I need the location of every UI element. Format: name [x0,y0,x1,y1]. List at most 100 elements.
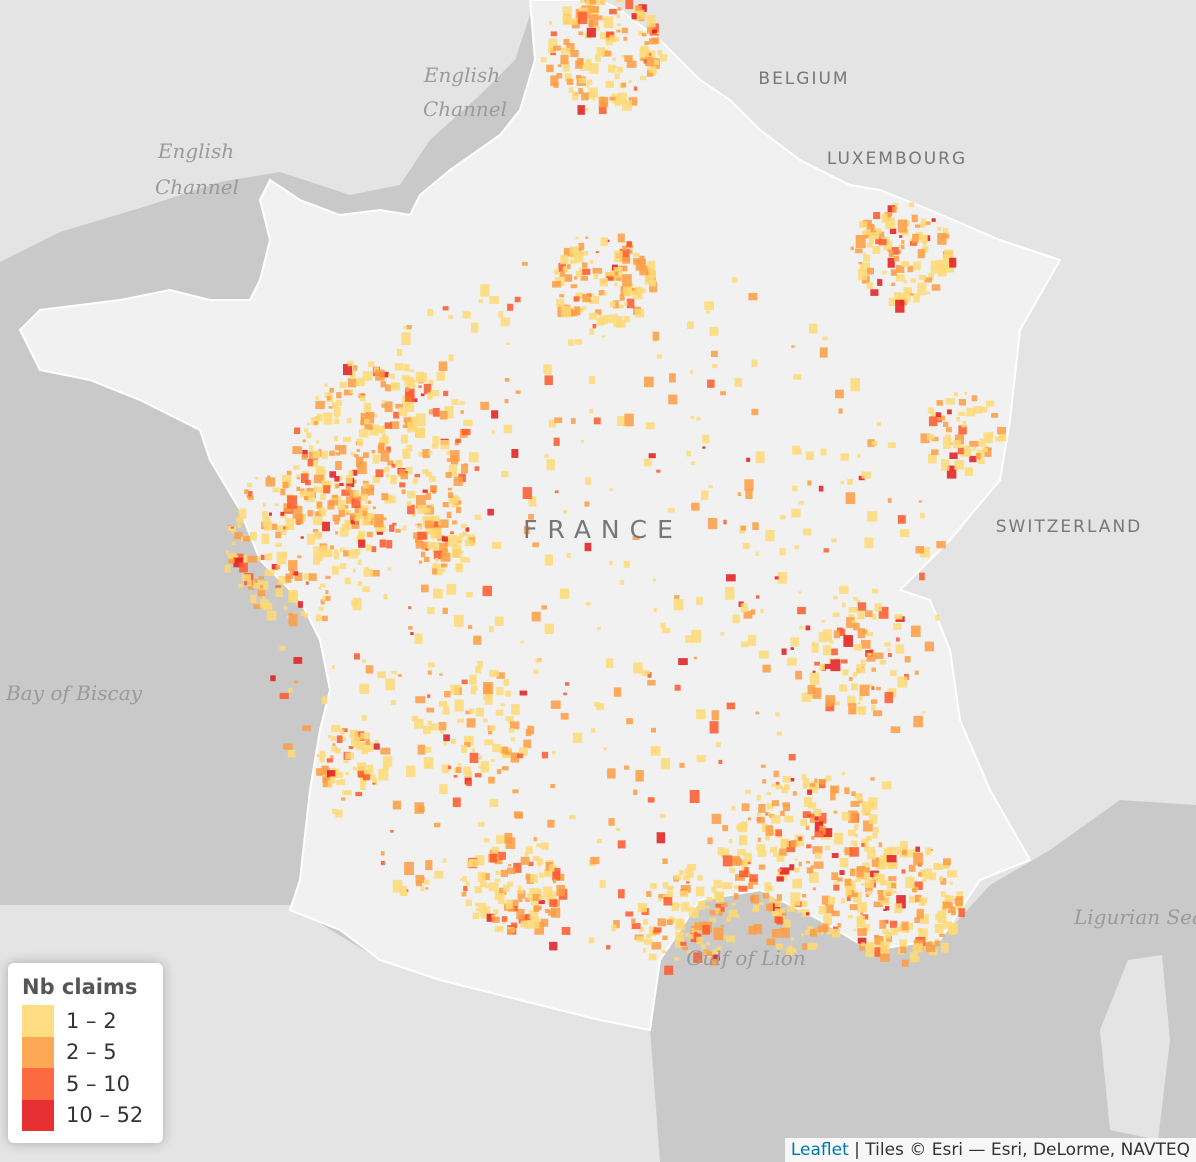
claim-area [570,284,578,289]
claim-area [812,687,822,699]
claim-area [334,476,340,482]
claim-area [594,54,601,62]
claim-area [432,407,440,417]
claim-area [616,14,621,18]
claim-area [696,709,706,720]
claim-area [424,879,430,885]
claim-area [265,553,273,561]
claim-area [517,885,522,890]
claim-area [350,369,356,378]
claim-area [784,815,794,823]
claim-area [475,707,484,717]
claim-area [302,449,308,458]
claim-area [333,768,340,775]
claim-area [489,798,499,807]
claim-area [469,674,477,685]
claim-area [616,37,620,42]
claim-area [619,248,630,262]
claim-area [915,231,923,240]
claim-area [372,454,380,464]
claim-area [431,528,442,539]
claim-area [532,856,540,862]
claim-area [910,625,921,638]
claim-area [605,314,614,324]
claim-area [679,762,685,768]
claim-area [359,777,367,785]
claim-area [876,686,881,691]
claim-area [631,288,635,291]
claim-area [913,881,923,890]
claim-area [363,402,372,412]
claim-area [842,602,846,608]
claim-area [828,928,834,934]
claim-area [395,528,401,533]
claim-area [810,781,821,790]
claim-area [247,482,253,488]
claim-area [359,395,366,402]
claim-area [777,868,782,872]
claim-area [253,604,261,610]
claim-area [652,339,657,343]
claim-area [654,59,659,66]
claim-area [805,625,811,631]
claim-area [439,542,448,550]
claim-area [339,547,346,553]
claim-area [525,873,531,880]
claim-area [623,560,630,568]
claim-area [910,278,916,283]
claim-area [747,634,757,646]
claim-area [891,247,899,255]
claim-area [439,519,449,528]
claim-area [825,702,835,712]
claim-area [842,669,849,676]
claim-area [450,455,459,465]
claim-area [848,614,855,619]
claim-area [691,502,700,511]
claim-area [281,529,287,536]
claim-area [964,467,974,476]
claim-area [578,242,585,250]
claim-area [888,251,894,258]
claim-area [596,15,603,20]
claim-area [566,264,571,269]
claim-area [285,575,292,583]
claim-area [266,610,277,621]
sea-label: Channel [155,175,239,199]
claim-area [372,413,378,418]
claim-area [461,463,469,474]
claim-area [660,622,666,629]
claim-area [709,958,719,966]
claim-area [893,890,897,894]
claim-area [586,92,595,99]
claim-area [425,887,429,890]
claim-area [313,546,323,559]
claim-area [639,927,645,932]
claim-area [329,471,337,478]
claim-area [648,67,657,74]
claim-area [702,446,706,449]
claim-area [822,645,832,656]
claim-area [460,556,470,563]
claim-area [494,926,504,932]
claim-area [844,878,852,886]
claim-area [363,418,370,427]
claim-area [934,940,940,947]
claim-area [434,822,441,828]
claim-area [572,732,583,744]
claim-area [357,559,362,565]
claim-area [257,589,266,597]
claim-area [773,852,780,857]
claim-area [420,886,425,892]
claim-area [809,783,816,788]
claim-area [415,881,423,887]
claim-area [756,794,761,801]
claim-area [453,476,463,486]
claim-area [262,502,266,507]
claim-area [406,325,412,330]
claim-area [580,276,588,281]
leaflet-link[interactable]: Leaflet [790,1140,849,1160]
claim-area [953,440,961,449]
claim-area [886,935,892,943]
claim-area [258,581,269,590]
claim-area [857,602,867,611]
